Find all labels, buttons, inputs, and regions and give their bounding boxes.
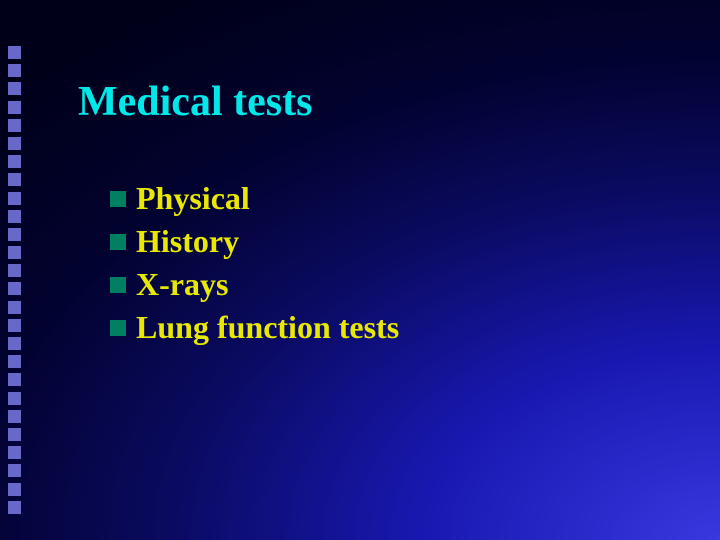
decorative-strip: [0, 0, 28, 540]
list-item: X-rays: [110, 266, 399, 303]
deco-square-icon: [8, 464, 21, 477]
deco-square-icon: [8, 501, 21, 514]
square-bullet-icon: [110, 277, 126, 293]
deco-square-icon: [8, 373, 21, 386]
deco-square-icon: [8, 119, 21, 132]
deco-square-icon: [8, 483, 21, 496]
deco-square-icon: [8, 192, 21, 205]
deco-square-icon: [8, 428, 21, 441]
bullet-list: Physical History X-rays Lung function te…: [110, 180, 399, 352]
bullet-text: X-rays: [136, 266, 228, 303]
bullet-text: Physical: [136, 180, 250, 217]
deco-square-icon: [8, 173, 21, 186]
slide: Medical tests Physical History X-rays Lu…: [0, 0, 720, 540]
deco-square-icon: [8, 246, 21, 259]
deco-square-icon: [8, 337, 21, 350]
deco-square-icon: [8, 137, 21, 150]
list-item: History: [110, 223, 399, 260]
deco-square-icon: [8, 46, 21, 59]
bullet-text: History: [136, 223, 239, 260]
deco-square-icon: [8, 264, 21, 277]
deco-square-icon: [8, 301, 21, 314]
deco-square-icon: [8, 155, 21, 168]
deco-square-icon: [8, 82, 21, 95]
slide-title: Medical tests: [78, 78, 312, 126]
deco-square-icon: [8, 282, 21, 295]
deco-square-icon: [8, 64, 21, 77]
list-item: Physical: [110, 180, 399, 217]
deco-square-icon: [8, 355, 21, 368]
deco-square-icon: [8, 446, 21, 459]
deco-square-icon: [8, 210, 21, 223]
deco-square-icon: [8, 101, 21, 114]
square-bullet-icon: [110, 234, 126, 250]
square-bullet-icon: [110, 320, 126, 336]
deco-square-icon: [8, 410, 21, 423]
square-bullet-icon: [110, 191, 126, 207]
bullet-text: Lung function tests: [136, 309, 399, 346]
deco-square-icon: [8, 228, 21, 241]
deco-square-icon: [8, 392, 21, 405]
list-item: Lung function tests: [110, 309, 399, 346]
deco-square-icon: [8, 319, 21, 332]
